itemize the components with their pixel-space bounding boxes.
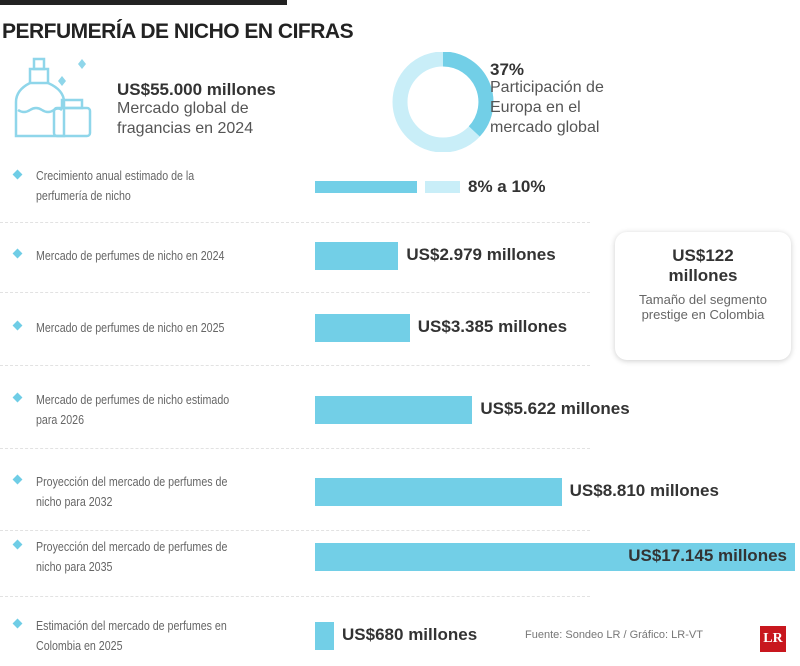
bar-category-label: Mercado de perfumes de nicho en 2025 [36, 320, 225, 335]
bullet-diamond-icon [12, 392, 23, 403]
callout-value-2: millones [668, 266, 738, 285]
bar-category-label: Mercado de perfumes de nicho en 2024 [36, 248, 225, 263]
bullet-diamond-icon [12, 320, 23, 331]
top-rule [0, 0, 287, 5]
page-title: PERFUMERÍA DE NICHO EN CIFRAS [2, 20, 354, 43]
bar-category-label: Estimación del mercado de perfumes en [36, 618, 227, 633]
bar-category-label: Mercado de perfumes de nicho estimado [36, 392, 230, 407]
bar-category-label: para 2026 [36, 412, 85, 427]
row-separator [0, 448, 590, 449]
row-separator [0, 596, 590, 597]
bar-value-label: US$5.622 millones [480, 399, 630, 418]
bullet-diamond-icon [12, 474, 23, 485]
perfume-bottle-icon [14, 57, 92, 138]
row-separator [0, 222, 590, 223]
prestige-callout: US$122 millones Tamaño del segmento pres… [615, 232, 791, 360]
bullet-diamond-icon [12, 618, 23, 629]
bullet-diamond-icon [12, 169, 23, 180]
bar-value-label: US$3.385 millones [417, 317, 568, 336]
callout-value-1: US$122 [672, 246, 734, 265]
bar-category-label: nicho para 2035 [36, 559, 113, 574]
global-market-desc-1: Mercado global de [117, 100, 249, 117]
bar-value-label: US$680 millones [342, 625, 478, 644]
growth-label-1: Crecimiento anual estimado de la [36, 168, 195, 183]
lr-logo: LR [760, 626, 786, 652]
growth-bar-high [425, 181, 460, 193]
bar-value-label: US$17.145 millones [628, 546, 787, 565]
row-separator [0, 365, 590, 366]
europe-share-value: 37% [490, 60, 525, 79]
bar [315, 543, 795, 571]
bar [315, 242, 399, 270]
donut-share-arc [442, 52, 494, 137]
bullet-diamond-icon [12, 539, 23, 550]
row-separator [0, 530, 590, 531]
growth-label-2: perfumería de nicho [36, 188, 131, 203]
bar-category-label: Colombia en 2025 [36, 638, 123, 653]
bar-value-label: US$2.979 millones [406, 245, 556, 264]
bar-category-label: nicho para 2032 [36, 494, 113, 509]
bar-category-label: Proyección del mercado de perfumes de [36, 474, 228, 489]
europe-share-desc-3: mercado global [490, 119, 600, 136]
global-market-value: US$55.000 millones [117, 80, 276, 99]
row-separator [0, 292, 590, 293]
bar [315, 396, 473, 424]
europe-share-desc-1: Participación de [490, 79, 604, 96]
callout-desc-1: Tamaño del segmento [639, 292, 767, 307]
growth-value: 8% a 10% [468, 177, 546, 196]
source-note: Fuente: Sondeo LR / Gráfico: LR-VT [525, 629, 703, 641]
bar [315, 478, 562, 506]
growth-bar-low [315, 181, 417, 193]
europe-share-donut [392, 52, 494, 152]
bar-value-label: US$8.810 millones [569, 481, 719, 500]
callout-desc-2: prestige en Colombia [641, 307, 765, 322]
bar [315, 622, 335, 650]
bar-category-label: Proyección del mercado de perfumes de [36, 539, 228, 554]
bullet-diamond-icon [12, 248, 23, 259]
europe-share-desc-2: Europa en el [490, 99, 581, 116]
bar [315, 314, 410, 342]
global-market-desc-2: fragancias en 2024 [117, 120, 254, 137]
